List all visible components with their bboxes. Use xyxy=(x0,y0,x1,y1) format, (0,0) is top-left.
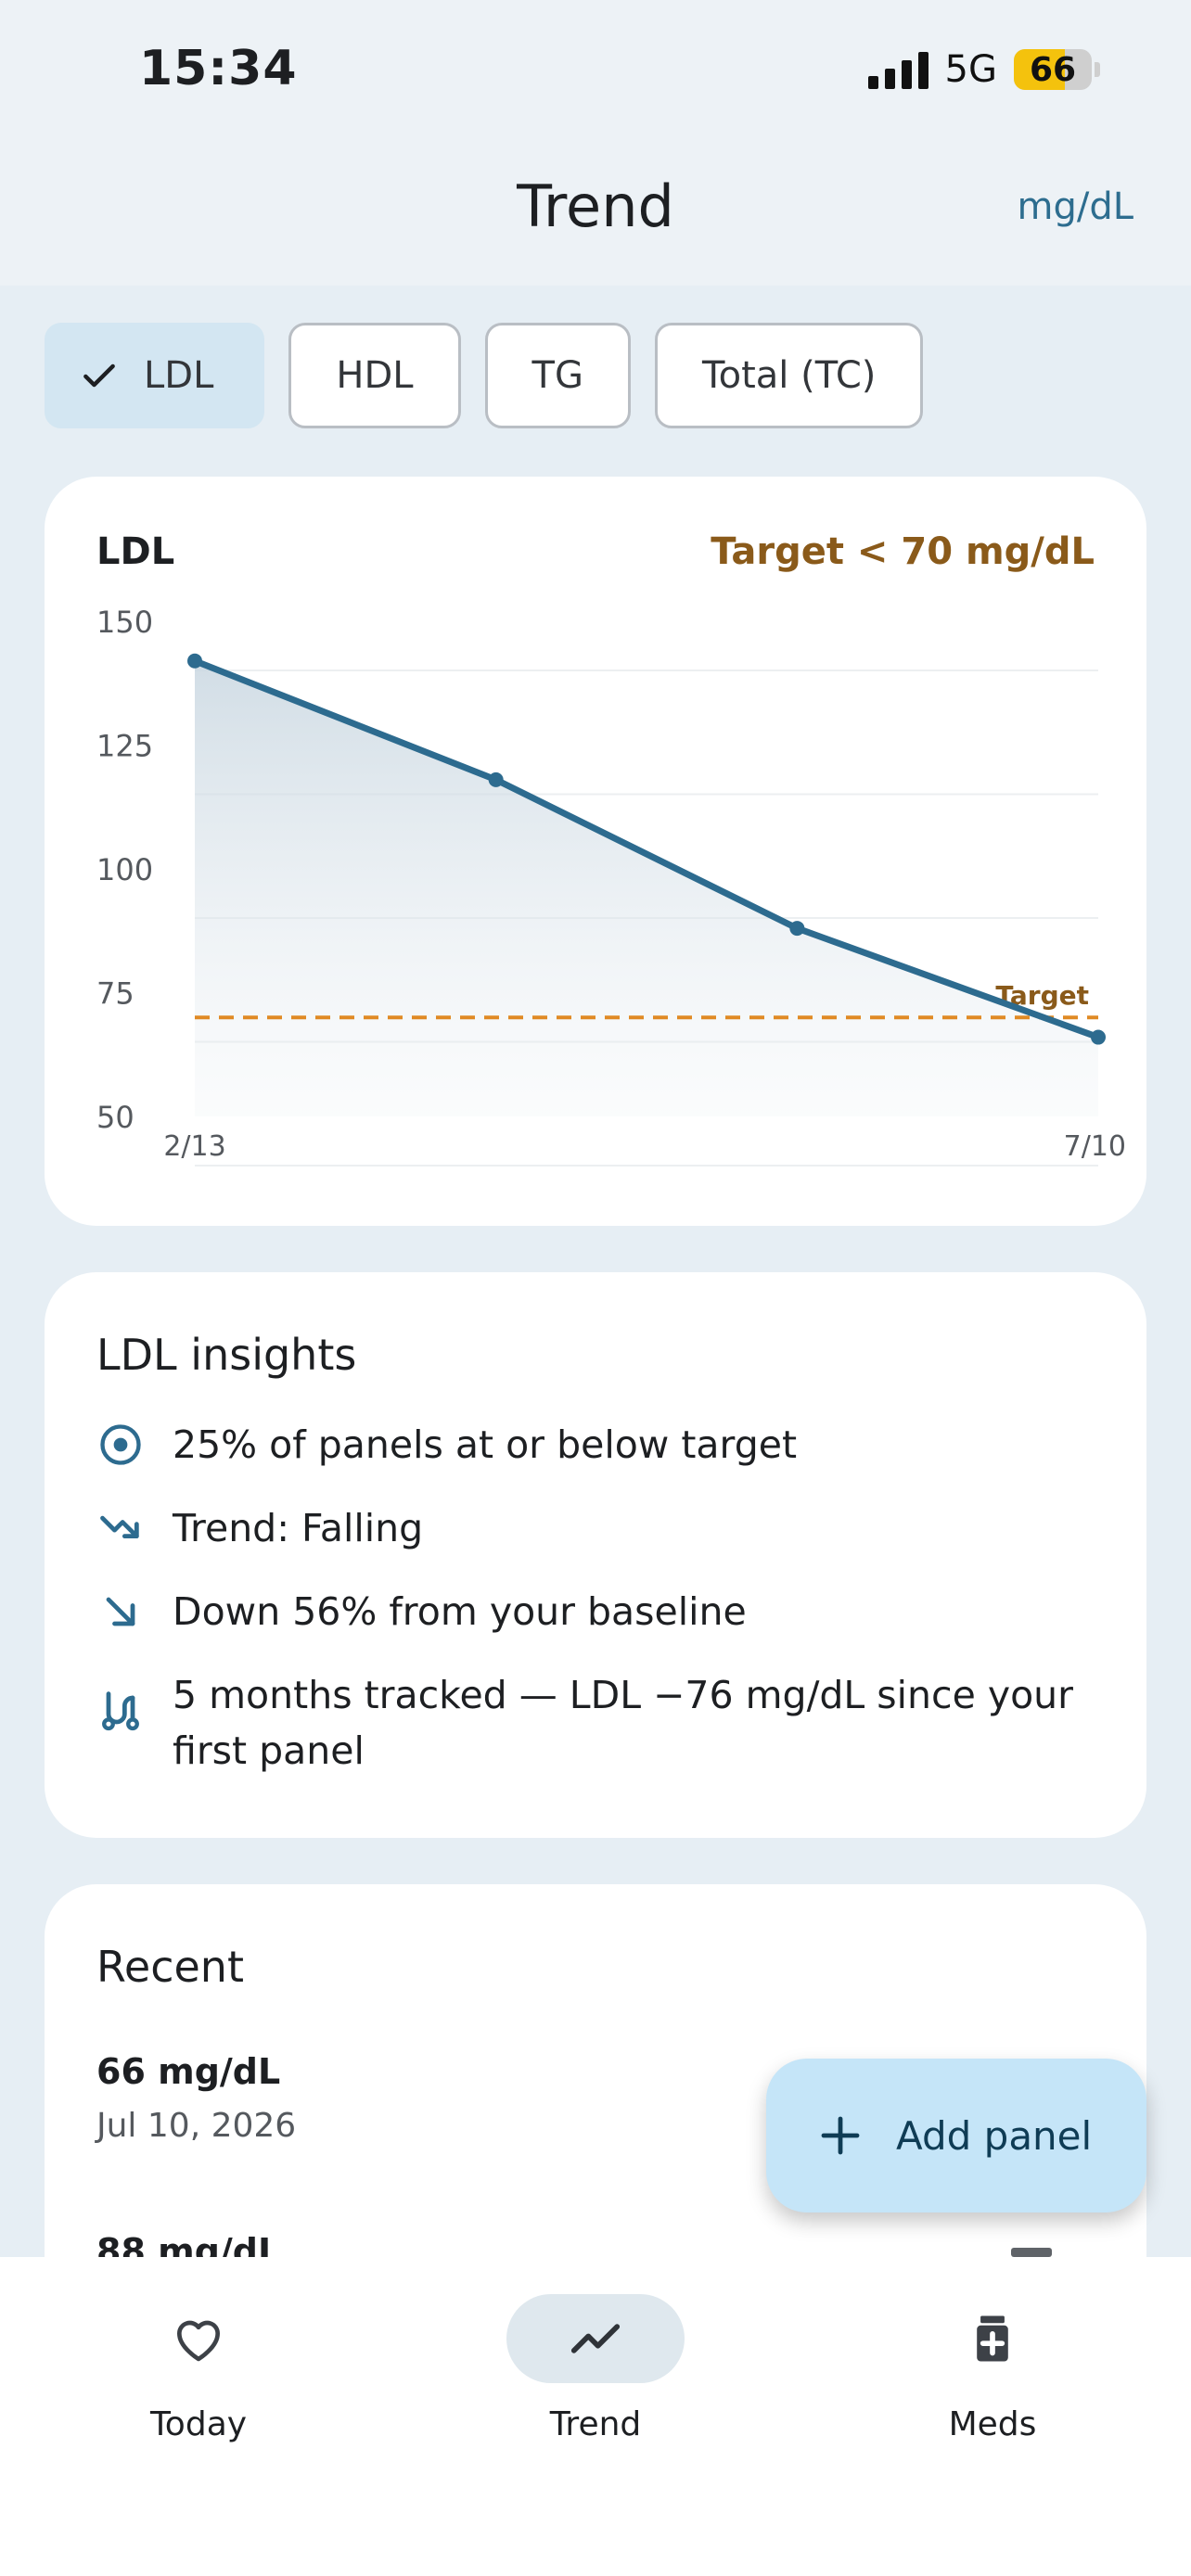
insight-text: 5 months tracked — LDL −76 mg/dL since y… xyxy=(173,1673,1074,1773)
add-panel-label: Add panel xyxy=(896,2112,1093,2159)
top-area: 15:34 5G 66 Trend mg/dL xyxy=(0,0,1191,286)
y-tick-label: 150 xyxy=(96,605,153,640)
delete-icon[interactable] xyxy=(1011,2248,1052,2257)
chip-hdl[interactable]: HDL xyxy=(288,323,461,428)
trend-icon xyxy=(570,2324,621,2353)
metric-chips: LDL HDL TG Total (TC) xyxy=(45,323,924,428)
series-line xyxy=(191,657,1102,1041)
nav-trend[interactable]: Trend xyxy=(456,2294,735,2443)
insight-text: Down 56% from your baseline xyxy=(173,1589,747,1634)
target-icon xyxy=(100,1424,141,1465)
data-point xyxy=(789,921,805,937)
chip-ldl[interactable]: LDL xyxy=(45,323,265,428)
chip-label: TG xyxy=(531,354,583,397)
check-icon xyxy=(83,363,115,388)
recent-title: Recent xyxy=(96,1942,244,1992)
y-tick-label: 50 xyxy=(96,1100,134,1135)
insight-text: Trend: Falling xyxy=(173,1506,424,1550)
add-panel-button[interactable]: Add panel xyxy=(766,2059,1146,2213)
x-tick-label: 2/13 xyxy=(163,1130,225,1163)
chip-label: Total (TC) xyxy=(701,354,877,397)
y-tick-label: 100 xyxy=(96,852,153,887)
nav-today[interactable]: Today xyxy=(59,2294,338,2443)
y-tick-label: 75 xyxy=(96,976,134,1012)
y-tick-label: 125 xyxy=(96,729,153,764)
network-type: 5G xyxy=(944,48,997,91)
trending-down-icon xyxy=(100,1515,139,1539)
series-area xyxy=(195,660,1098,1116)
recent-item-date: Jul 10, 2026 xyxy=(96,2107,297,2145)
nav-meds[interactable]: Meds xyxy=(853,2294,1132,2443)
recent-item-value[interactable]: 66 mg/dL xyxy=(96,2051,281,2092)
nav-label: Trend xyxy=(549,2405,642,2443)
arrow-down-right-icon xyxy=(106,1597,135,1626)
chip-label: HDL xyxy=(336,354,414,397)
status-time: 15:34 xyxy=(139,41,298,96)
battery-level: 66 xyxy=(1029,50,1077,89)
battery-icon: 66 xyxy=(1014,49,1100,90)
insights-card: LDL insights 25% of panels at or below t… xyxy=(45,1272,1146,1838)
chart-title: LDL xyxy=(96,530,175,573)
page-title: Trend xyxy=(517,172,674,240)
data-point xyxy=(1091,1029,1106,1045)
data-point xyxy=(187,653,202,669)
chip-label: LDL xyxy=(144,354,214,397)
timeline-icon xyxy=(102,1691,139,1731)
chip-tg[interactable]: TG xyxy=(484,323,631,428)
chart-card: LDL Target < 70 mg/dL 150 125 100 75 50 Targe… xyxy=(45,477,1146,1226)
unit-toggle-button[interactable]: mg/dL xyxy=(1017,185,1133,228)
status-indicators: 5G 66 xyxy=(867,48,1100,91)
insight-item: Down 56% from your baseline xyxy=(96,1589,1095,1639)
insight-item: 5 months tracked — LDL −76 mg/dL since y… xyxy=(96,1673,1095,1779)
insight-item: 25% of panels at or below target xyxy=(96,1422,1095,1473)
nav-label: Today xyxy=(149,2405,248,2443)
heart-icon xyxy=(177,2320,220,2362)
insight-item: Trend: Falling xyxy=(96,1506,1095,1556)
bottom-navigation: Today Trend Meds xyxy=(0,2257,1191,2576)
chip-total-tc[interactable]: Total (TC) xyxy=(654,323,924,428)
target-label: Target < 70 mg/dL xyxy=(711,530,1095,573)
x-tick-label: 7/10 xyxy=(1064,1130,1126,1163)
medicine-bottle-icon xyxy=(977,2315,1008,2362)
plus-icon xyxy=(821,2116,860,2155)
insight-text: 25% of panels at or below target xyxy=(173,1422,798,1467)
nav-label: Meds xyxy=(948,2405,1037,2443)
data-point xyxy=(488,772,504,787)
insights-title: LDL insights xyxy=(96,1330,357,1380)
signal-icon xyxy=(867,50,928,89)
